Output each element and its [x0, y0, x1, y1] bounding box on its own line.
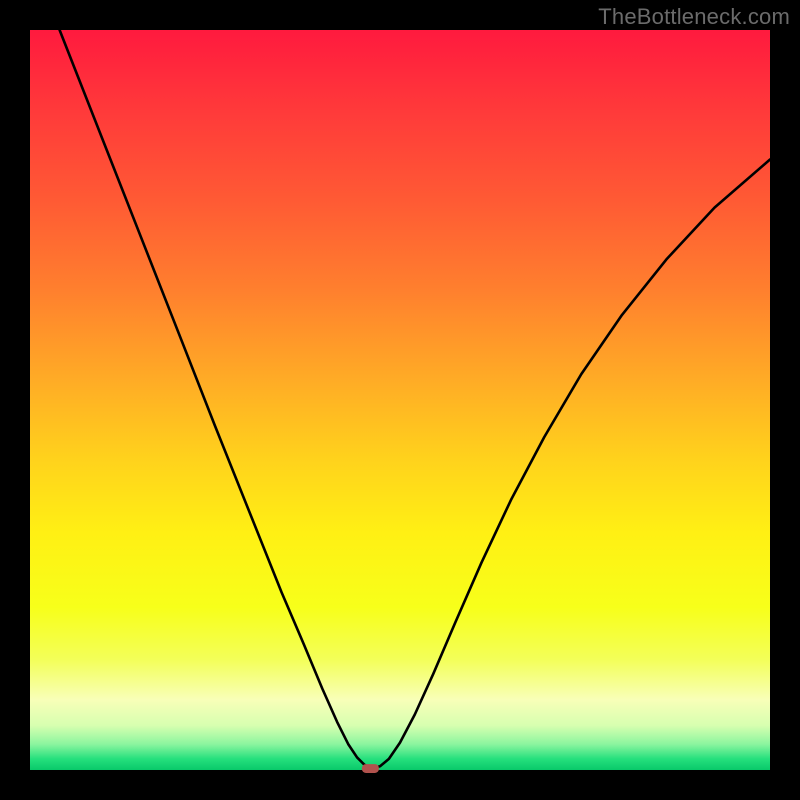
bottleneck-chart-container: { "meta": { "source_watermark": "TheBott… [0, 0, 800, 800]
watermark-text: TheBottleneck.com [598, 4, 790, 30]
optimum-marker [362, 764, 379, 773]
chart-background-gradient [30, 30, 770, 770]
bottleneck-curve-chart [0, 0, 800, 800]
